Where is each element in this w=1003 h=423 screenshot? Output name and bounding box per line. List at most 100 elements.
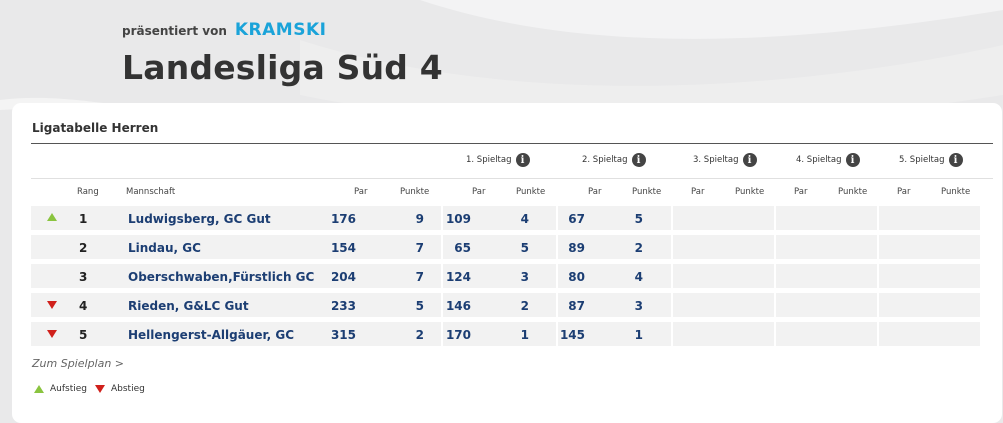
d1-par-value: 65 [454, 241, 471, 255]
col-day3-points: Punkte [735, 187, 765, 197]
group-label: 4. Spieltag [796, 155, 842, 165]
info-icon[interactable]: i [742, 153, 757, 167]
d1-points-value: 3 [520, 270, 529, 284]
cell-background [558, 322, 671, 346]
col-day3-par: Par [691, 187, 705, 197]
table-row[interactable]: 3 Oberschwaben,Fürstlich GC 204 7 124 3 80 4 [31, 262, 993, 290]
cell-background [31, 322, 441, 346]
info-icon[interactable]: i [948, 153, 963, 167]
d2-par-value: 145 [559, 328, 585, 342]
cell-background [558, 293, 671, 317]
cell-background [443, 235, 556, 259]
cell-background [776, 206, 877, 230]
cell-background [443, 322, 556, 346]
points-value: 2 [415, 328, 424, 342]
points-value: 5 [415, 299, 424, 313]
par-value: 204 [330, 270, 356, 284]
team-link[interactable]: Oberschwaben,Fürstlich GC [128, 270, 315, 284]
rank-value: 5 [79, 328, 88, 342]
league-table-card: Ligatabelle Herren 1. Spieltag i 2. Spie… [12, 103, 1002, 423]
group-label: 2. Spieltag [582, 155, 628, 165]
col-day1-points: Punkte [516, 187, 546, 197]
table-row[interactable]: 2 Lindau, GC 154 7 65 5 89 2 [31, 233, 993, 261]
rank-value: 4 [79, 299, 88, 313]
par-value: 176 [330, 212, 356, 226]
cell-background [673, 264, 774, 288]
par-value: 315 [330, 328, 356, 342]
d2-points-value: 2 [634, 241, 643, 255]
points-value: 7 [415, 241, 424, 255]
legend-down-label: Abstieg [111, 384, 145, 394]
col-day2-par: Par [588, 187, 602, 197]
cell-background [879, 293, 980, 317]
group-label: 3. Spieltag [693, 155, 739, 165]
team-link[interactable]: Lindau, GC [128, 241, 201, 255]
d1-points-value: 1 [520, 328, 529, 342]
cell-background [879, 264, 980, 288]
rank-value: 1 [79, 212, 88, 226]
cell-background [776, 322, 877, 346]
points-value: 7 [415, 270, 424, 284]
table-row[interactable]: 4 Rieden, G&LC Gut 233 5 146 2 87 3 [31, 291, 993, 319]
title-divider [31, 143, 993, 144]
team-link[interactable]: Hellengerst-Allgäuer, GC [128, 328, 295, 342]
group-header-day4: 4. Spieltag i [796, 153, 860, 167]
d1-par-value: 146 [445, 299, 471, 313]
cell-background [443, 293, 556, 317]
cell-background [776, 293, 877, 317]
schedule-link[interactable]: Zum Spielplan > [32, 357, 125, 370]
d2-par-value: 89 [568, 241, 585, 255]
legend-up-label: Aufstieg [50, 384, 87, 394]
team-link[interactable]: Ludwigsberg, GC Gut [128, 212, 271, 226]
d2-points-value: 1 [634, 328, 643, 342]
table-title: Ligatabelle Herren [32, 121, 159, 135]
col-day2-points: Punkte [632, 187, 662, 197]
cell-background [673, 235, 774, 259]
d2-points-value: 5 [634, 212, 643, 226]
trend-down-icon [47, 330, 57, 338]
cell-background [673, 322, 774, 346]
table-row[interactable]: 1 Ludwigsberg, GC Gut 176 9 109 4 67 5 [31, 204, 993, 232]
rank-value: 3 [79, 270, 88, 284]
points-value: 9 [415, 212, 424, 226]
cell-background [776, 264, 877, 288]
cell-background [558, 235, 671, 259]
cell-background [776, 235, 877, 259]
table-row[interactable]: 5 Hellengerst-Allgäuer, GC 315 2 170 1 145 1 [31, 320, 993, 348]
trend-legend: Aufstieg Abstieg [34, 384, 145, 394]
col-par[interactable]: Par [354, 187, 368, 197]
info-icon[interactable]: i [515, 153, 530, 167]
group-header-day3: 3. Spieltag i [693, 153, 757, 167]
cell-background [879, 206, 980, 230]
presented-by-label: präsentiert von [122, 24, 227, 38]
cell-background [879, 322, 980, 346]
col-day5-points: Punkte [941, 187, 971, 197]
trend-down-icon [47, 301, 57, 309]
col-day1-par: Par [472, 187, 486, 197]
cell-background [31, 264, 441, 288]
rank-value: 2 [79, 241, 88, 255]
cell-background [879, 235, 980, 259]
d2-par-value: 80 [568, 270, 585, 284]
col-team[interactable]: Mannschaft [126, 187, 176, 197]
group-header-day2: 2. Spieltag i [582, 153, 646, 167]
cell-background [31, 293, 441, 317]
sponsor-logo[interactable]: KRAMSKI [234, 20, 327, 40]
col-rank[interactable]: Rang [77, 187, 99, 197]
col-day4-points: Punkte [838, 187, 868, 197]
cell-background [443, 206, 556, 230]
team-link[interactable]: Rieden, G&LC Gut [128, 299, 249, 313]
d1-points-value: 2 [520, 299, 529, 313]
group-label: 1. Spieltag [466, 155, 512, 165]
cell-background [31, 235, 441, 259]
d1-points-value: 4 [520, 212, 529, 226]
cell-background [31, 206, 441, 230]
info-icon[interactable]: i [631, 153, 646, 167]
d1-points-value: 5 [520, 241, 529, 255]
col-points[interactable]: Punkte [400, 187, 430, 197]
page-title: Landesliga Süd 4 [122, 48, 443, 87]
page-header: präsentiert von KRAMSKI Landesliga Süd 4 [122, 20, 443, 87]
group-header-day1: 1. Spieltag i [466, 153, 530, 167]
group-label: 5. Spieltag [899, 155, 945, 165]
info-icon[interactable]: i [845, 153, 860, 167]
